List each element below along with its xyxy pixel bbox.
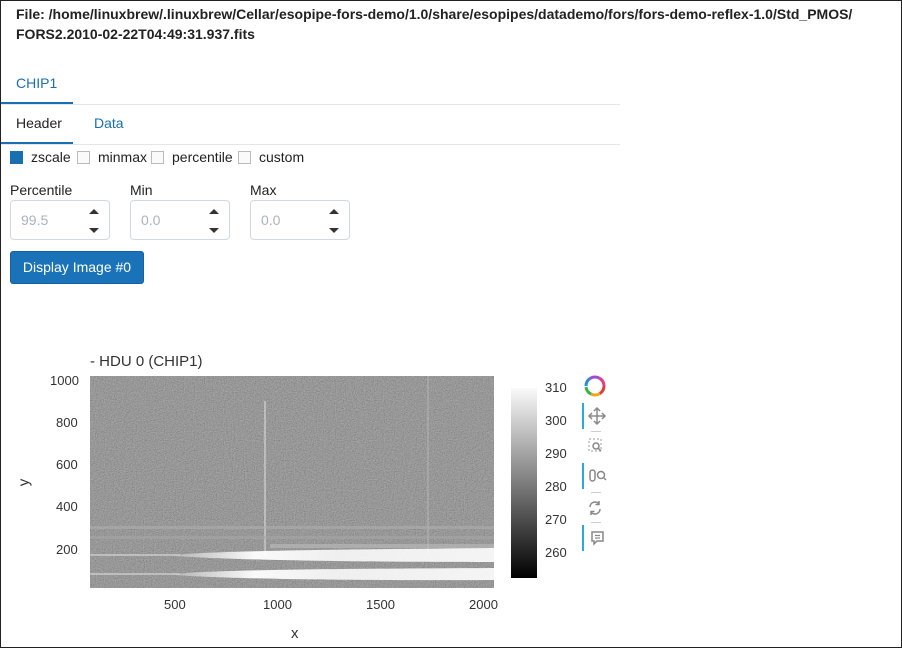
plot-title: - HDU 0 (CHIP1) [90,353,203,370]
y-tick-label: 800 [56,415,78,430]
horizontal-bands [90,526,494,548]
display-image-button[interactable]: Display Image #0 [10,251,144,284]
hover-icon[interactable] [582,525,612,551]
spectrum-trace-lower [175,568,494,581]
chip-tabbar: CHIP1 [1,64,620,105]
image-canvas [90,376,494,588]
y-tick-label: 1000 [50,373,79,388]
tab-data[interactable]: Data [94,115,124,131]
colorbar-tick: 310 [545,380,567,395]
tab-chip1[interactable]: CHIP1 [1,64,73,104]
increment-icon[interactable] [329,209,339,214]
decrement-icon[interactable] [329,228,339,233]
y-tick-label: 400 [56,499,78,514]
bokeh-logo-icon[interactable] [582,373,610,399]
minmax-option[interactable]: minmax [77,149,147,165]
reset-icon[interactable] [582,495,610,521]
increment-icon[interactable] [209,209,219,214]
x-tick-label: 1500 [366,597,395,612]
image-plot[interactable] [90,376,494,588]
percentile-checkbox[interactable] [151,150,164,164]
min-value: 0.0 [141,212,161,228]
box-zoom-icon[interactable] [582,433,610,459]
file-path-line2: FORS2.2010-02-22T04:49:31.937.fits [16,26,255,42]
colorbar-tick: 270 [545,512,567,527]
zscale-label: zscale [31,149,71,165]
view-tabbar: Header Data [1,104,620,145]
max-value: 0.0 [261,212,281,228]
file-path: File: /home/linuxbrew/.linuxbrew/Cellar/… [16,4,876,44]
minmax-checkbox[interactable] [77,150,90,164]
toolbar-divider [591,431,601,432]
percentile-option[interactable]: percentile [151,149,233,165]
colorbar-tick: 260 [545,545,567,560]
y-tick-label: 600 [56,457,78,472]
min-input[interactable]: 0.0 [130,200,230,240]
zscale-option[interactable]: zscale [10,149,71,165]
toolbar-divider [591,522,601,523]
min-field-label: Min [130,182,153,198]
colorbar-tick: 280 [545,479,567,494]
x-axis-label: x [291,625,299,642]
colorbar-tick: 290 [545,446,567,461]
x-tick-label: 1000 [263,597,292,612]
x-tick-label: 500 [164,597,186,612]
percentile-field-label: Percentile [10,182,73,198]
percentile-option-label: percentile [172,149,233,165]
custom-label: custom [259,149,305,165]
colorbar-tick: 300 [545,413,567,428]
custom-option[interactable]: custom [238,149,304,165]
y-tick-label: 200 [56,542,78,557]
minmax-label: minmax [98,149,148,165]
zscale-checkbox[interactable] [10,150,23,164]
y-axis-label: y [15,478,33,487]
increment-icon[interactable] [89,209,99,214]
custom-checkbox[interactable] [238,150,251,164]
x-tick-label: 2000 [469,597,498,612]
tab-header[interactable]: Header [1,104,73,144]
decrement-icon[interactable] [89,228,99,233]
pan-icon[interactable] [582,403,612,429]
decrement-icon[interactable] [209,228,219,233]
wheel-zoom-icon[interactable] [582,463,612,489]
toolbar-divider [591,492,601,493]
colorbar [511,388,537,578]
max-input[interactable]: 0.0 [250,200,350,240]
file-path-line1: File: /home/linuxbrew/.linuxbrew/Cellar/… [16,6,853,22]
percentile-value: 99.5 [21,212,49,228]
max-field-label: Max [250,182,277,198]
spectrum-trace-upper [175,548,494,562]
percentile-input[interactable]: 99.5 [10,200,110,240]
